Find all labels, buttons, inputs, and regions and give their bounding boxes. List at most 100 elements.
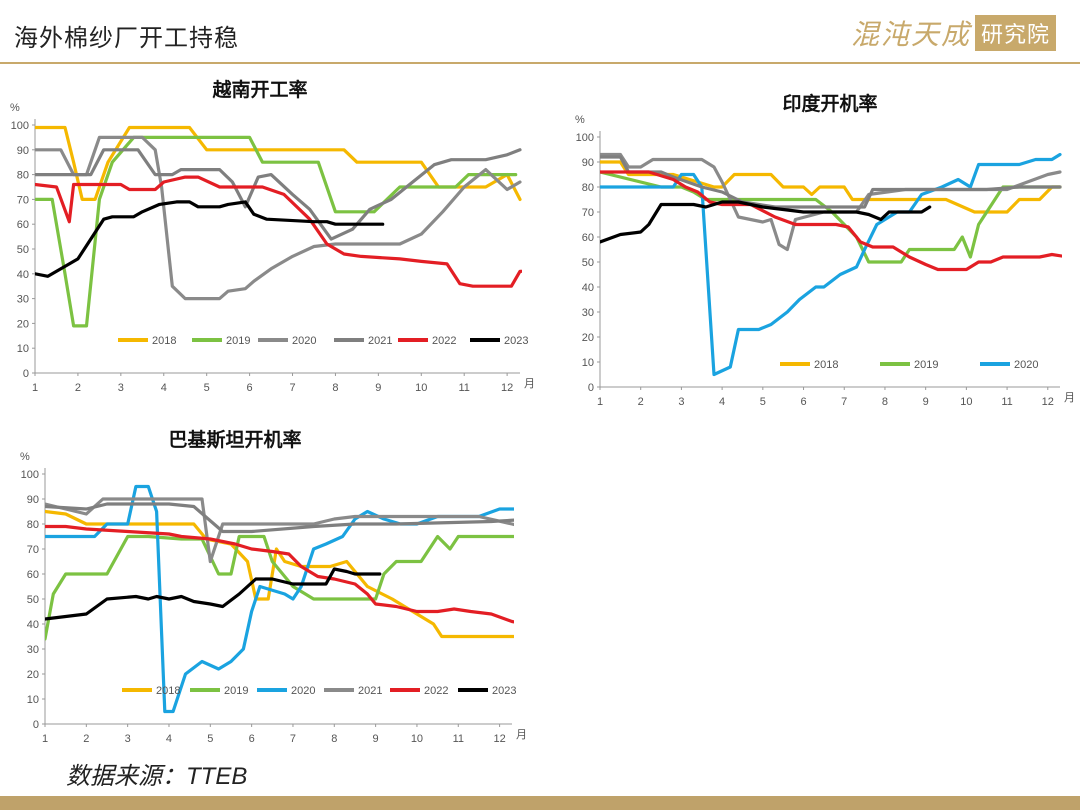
series-line-2018 xyxy=(45,509,514,639)
y-tick-label: 90 xyxy=(17,145,29,157)
y-tick-label: 40 xyxy=(27,619,39,631)
y-tick-label: 50 xyxy=(17,244,29,256)
x-tick-label: 10 xyxy=(415,382,427,394)
y-tick-label: 40 xyxy=(17,269,29,281)
y-tick-label: 0 xyxy=(23,368,29,380)
legend-label: 2020 xyxy=(291,685,315,697)
x-tick-label: 1 xyxy=(32,382,38,394)
x-tick-label: 3 xyxy=(118,382,124,394)
legend-label: 2018 xyxy=(814,359,838,371)
x-tick-label: 5 xyxy=(207,733,213,745)
x-tick-label: 12 xyxy=(501,382,513,394)
logo-box-text: 研究院 xyxy=(974,15,1056,51)
x-tick-label: 12 xyxy=(1042,396,1054,408)
x-tick-label: 7 xyxy=(290,733,296,745)
chart-title: 印度开机率 xyxy=(782,92,877,115)
x-tick-label: 7 xyxy=(841,396,847,408)
legend-label: 2021 xyxy=(368,335,392,347)
x-tick-label: 10 xyxy=(411,733,423,745)
y-tick-label: 50 xyxy=(582,257,594,269)
y-tick-label: 50 xyxy=(27,594,39,606)
x-tick-label: 4 xyxy=(161,382,167,394)
series-line-2018 xyxy=(600,160,1062,214)
header-divider xyxy=(0,62,1080,64)
series-line-2020 xyxy=(600,152,1062,377)
x-tick-label: 5 xyxy=(204,382,210,394)
x-tick-label: 5 xyxy=(760,396,766,408)
x-tick-label: 11 xyxy=(458,382,469,394)
y-tick-label: 30 xyxy=(582,307,594,319)
x-tick-label: 6 xyxy=(247,382,253,394)
x-tick-label: 8 xyxy=(331,733,337,745)
x-tick-label: 2 xyxy=(75,382,81,394)
y-tick-label: 0 xyxy=(588,382,594,394)
y-tick-label: 80 xyxy=(582,182,594,194)
legend-label: 2021 xyxy=(358,685,382,697)
series-line-extra-6 xyxy=(600,200,932,244)
legend-label: 2022 xyxy=(432,335,456,347)
x-tick-label: 10 xyxy=(960,396,972,408)
brand-logo: 混沌天成 研究院 xyxy=(851,14,1056,52)
y-tick-label: 20 xyxy=(17,318,29,330)
series-line-2019 xyxy=(45,534,514,641)
y-tick-label: 30 xyxy=(17,294,29,306)
y-tick-label: 80 xyxy=(27,519,39,531)
y-axis-unit: % xyxy=(575,114,585,126)
chart-title: 越南开工率 xyxy=(211,78,307,101)
y-tick-label: 10 xyxy=(17,343,29,355)
chart-title: 巴基斯坦开机率 xyxy=(168,428,301,451)
legend-label: 2019 xyxy=(224,685,248,697)
series-line-2023 xyxy=(45,567,382,621)
x-tick-label: 4 xyxy=(166,733,172,745)
y-tick-label: 60 xyxy=(17,219,29,231)
x-tick-label: 9 xyxy=(373,733,379,745)
y-tick-label: 60 xyxy=(27,569,39,581)
y-tick-label: 70 xyxy=(582,207,594,219)
x-tick-label: 6 xyxy=(249,733,255,745)
legend-label: 2020 xyxy=(292,335,316,347)
series-line-2019 xyxy=(35,135,518,328)
y-tick-label: 100 xyxy=(11,120,29,132)
y-tick-label: 90 xyxy=(27,494,39,506)
page-header: 海外棉纱厂开工持稳 混沌天成 研究院 xyxy=(0,0,1080,64)
legend-label: 2022 xyxy=(424,685,448,697)
legend-label: 2019 xyxy=(914,359,938,371)
legend-label: 2018 xyxy=(152,335,176,347)
x-tick-label: 8 xyxy=(882,396,888,408)
x-axis-unit: 月 xyxy=(524,378,535,390)
y-tick-label: 20 xyxy=(27,669,39,681)
series-line-2023 xyxy=(35,200,385,278)
legend-label: 2023 xyxy=(492,685,516,697)
series-line-extra-5 xyxy=(600,170,1062,272)
x-tick-label: 2 xyxy=(83,733,89,745)
y-tick-label: 10 xyxy=(582,357,594,369)
x-tick-label: 9 xyxy=(923,396,929,408)
x-tick-label: 12 xyxy=(493,733,505,745)
series-line-extra-4 xyxy=(45,502,514,534)
page-title: 海外棉纱厂开工持稳 xyxy=(14,24,239,52)
x-tick-label: 3 xyxy=(678,396,684,408)
y-tick-label: 10 xyxy=(27,694,39,706)
y-tick-label: 100 xyxy=(576,132,594,144)
y-tick-label: 0 xyxy=(33,719,39,731)
y-axis-unit: % xyxy=(20,451,30,463)
y-tick-label: 70 xyxy=(27,544,39,556)
footer-bar xyxy=(0,796,1080,810)
y-tick-label: 30 xyxy=(27,644,39,656)
x-tick-label: 6 xyxy=(800,396,806,408)
x-axis-unit: 月 xyxy=(1064,392,1075,404)
y-tick-label: 70 xyxy=(17,194,29,206)
x-tick-label: 1 xyxy=(42,733,48,745)
y-tick-label: 100 xyxy=(21,469,39,481)
series-line-2020 xyxy=(35,135,522,301)
x-tick-label: 4 xyxy=(719,396,725,408)
y-tick-label: 60 xyxy=(582,232,594,244)
y-tick-label: 40 xyxy=(582,282,594,294)
x-tick-label: 3 xyxy=(125,733,131,745)
x-axis-unit: 月 xyxy=(516,729,527,741)
legend-label: 2018 xyxy=(156,685,180,697)
series-line-2021 xyxy=(35,148,522,241)
x-tick-label: 11 xyxy=(453,733,464,745)
